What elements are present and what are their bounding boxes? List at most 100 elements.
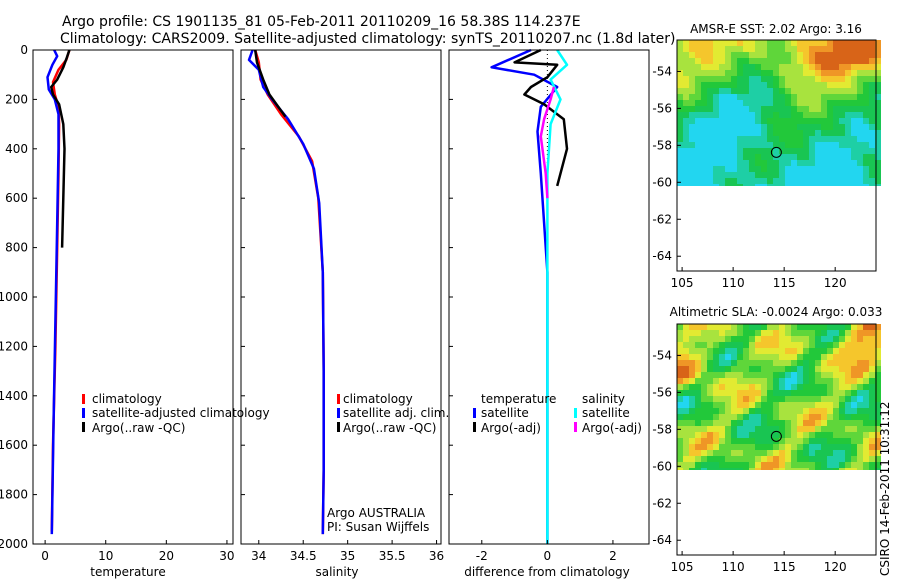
map-cell [743,70,749,76]
map-cell [851,82,857,88]
map-cell [689,444,695,450]
map-cell [869,82,875,88]
map-cell [737,184,743,186]
map-cell [875,58,881,64]
map-cell [707,456,713,462]
map-cell [851,444,857,450]
map-cell [875,172,881,178]
map-cell [851,124,857,130]
map-cell [821,82,827,88]
map-cell [761,432,767,438]
map-cell [839,94,845,100]
map-cell [821,136,827,142]
x-tick-label: 36 [429,549,444,563]
map-cell [755,160,761,166]
map-cell [839,408,845,414]
map-cell [761,154,767,160]
map-cell [713,178,719,184]
map-cell [851,342,857,348]
map-cell [719,438,725,444]
map-cell [773,94,779,100]
map-cell [713,70,719,76]
map-cell [785,396,791,402]
map-cell [701,324,707,330]
map-cell [767,118,773,124]
map-cell [695,348,701,354]
map-cell [743,40,749,46]
map-cell [857,178,863,184]
map-cell [857,450,863,456]
map-cell [833,82,839,88]
map-cell [863,148,869,154]
map-cell [713,100,719,106]
map-cell [791,378,797,384]
map-cell [713,148,719,154]
map-cell [821,462,827,468]
map-cell [833,366,839,372]
x-tick-label: 20 [159,549,174,563]
map-cell [695,366,701,372]
map-cell [827,468,833,470]
map-cell [683,52,689,58]
map-cell [833,106,839,112]
map-cell [827,130,833,136]
map-cell [695,390,701,396]
y-tick-label: -64 [652,249,672,263]
map-cell [713,462,719,468]
map-cell [839,46,845,52]
map-cell [761,372,767,378]
map-cell [791,408,797,414]
map-cell [743,456,749,462]
map-cell [791,348,797,354]
map-cell [869,178,875,184]
map-cell [701,432,707,438]
map-cell [743,432,749,438]
temperature-x-label: temperature [90,565,165,579]
map-cell [749,88,755,94]
map-cell [803,142,809,148]
map-cell [815,468,821,470]
map-cell [809,148,815,154]
map-cell [677,342,683,348]
map-cell [821,432,827,438]
map-cell [851,40,857,46]
map-cell [767,438,773,444]
map-cell [815,444,821,450]
map-cell [695,402,701,408]
map-cell [785,372,791,378]
map-cell [851,148,857,154]
map-cell [869,390,875,396]
map-cell [731,324,737,330]
y-tick-label: -58 [652,422,672,436]
map-cell [731,420,737,426]
map-cell [833,100,839,106]
map-cell [749,420,755,426]
map-cell [743,112,749,118]
map-cell [677,184,683,186]
map-cell [725,396,731,402]
map-cell [725,468,731,470]
map-cell [701,46,707,52]
map-cell [683,354,689,360]
map-cell [689,94,695,100]
map-cell [719,450,725,456]
map-cell [845,384,851,390]
map-cell [737,166,743,172]
map-cell [755,462,761,468]
map-cell [719,130,725,136]
map-cell [755,396,761,402]
map-cell [833,426,839,432]
map-cell [839,372,845,378]
map-cell [749,154,755,160]
map-cell [827,456,833,462]
map-cell [731,40,737,46]
map-cell [839,348,845,354]
map-cell [869,426,875,432]
map-cell [839,166,845,172]
map-cell [821,354,827,360]
map-cell [785,76,791,82]
map-cell [773,420,779,426]
map-cell [857,390,863,396]
map-cell [791,426,797,432]
map-cell [677,438,683,444]
